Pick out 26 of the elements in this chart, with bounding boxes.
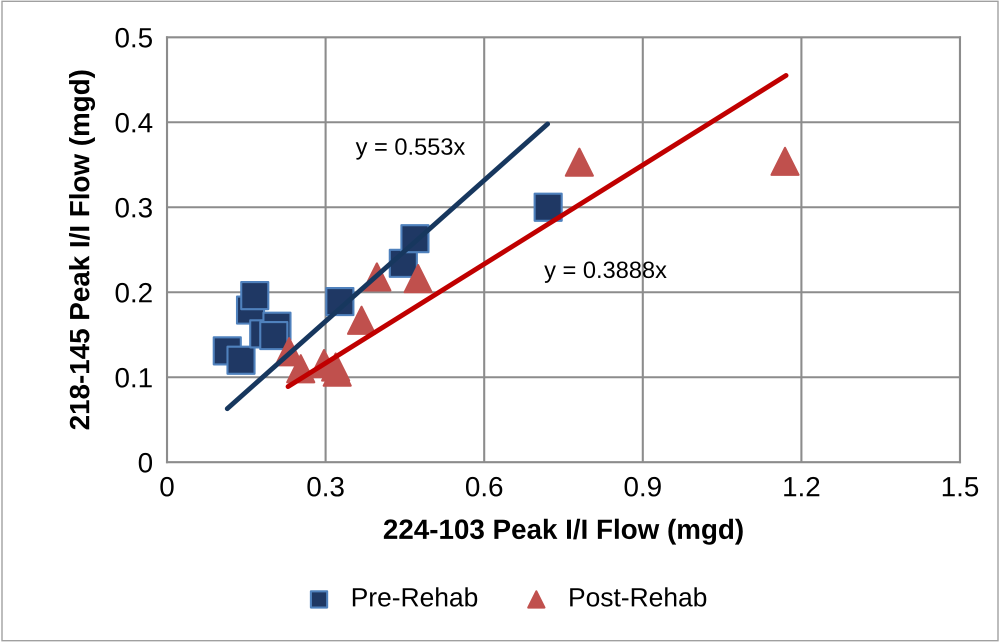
point — [259, 321, 288, 350]
point — [226, 346, 256, 375]
point — [534, 192, 563, 222]
legend-label: Pre-Rehab — [352, 587, 478, 607]
x-axis-title: 224-103 Peak I/I Flow (mgd) — [384, 518, 743, 545]
x-tick-label: 1.5 — [942, 477, 978, 497]
point — [346, 306, 376, 335]
y-tick-label: 0.3 — [116, 198, 152, 218]
point — [240, 281, 270, 310]
y-tick-label: 0 — [138, 452, 152, 473]
y-tick-label: 0.5 — [116, 28, 152, 48]
x-tick-label: 0.9 — [624, 476, 661, 497]
annotation: y = 0.3888x — [544, 261, 667, 283]
x-tick-label: 1.2 — [784, 476, 820, 496]
y-tick-label: 0.4 — [116, 112, 152, 133]
y-tick-label: 0.2 — [116, 282, 152, 303]
point — [770, 146, 800, 176]
y-axis-title: 218-145 Peak I/I Flow (mgd) — [69, 70, 96, 430]
point — [404, 264, 433, 294]
x-tick-label: 0.6 — [466, 476, 502, 497]
point — [564, 148, 594, 177]
annotation: y = 0.553x — [356, 138, 465, 160]
y-tick-label: 0.1 — [116, 368, 152, 388]
legend-label: Post-Rehab — [570, 587, 706, 607]
x-tick-label: 0 — [160, 476, 174, 497]
x-tick-label: 0.3 — [307, 476, 344, 497]
